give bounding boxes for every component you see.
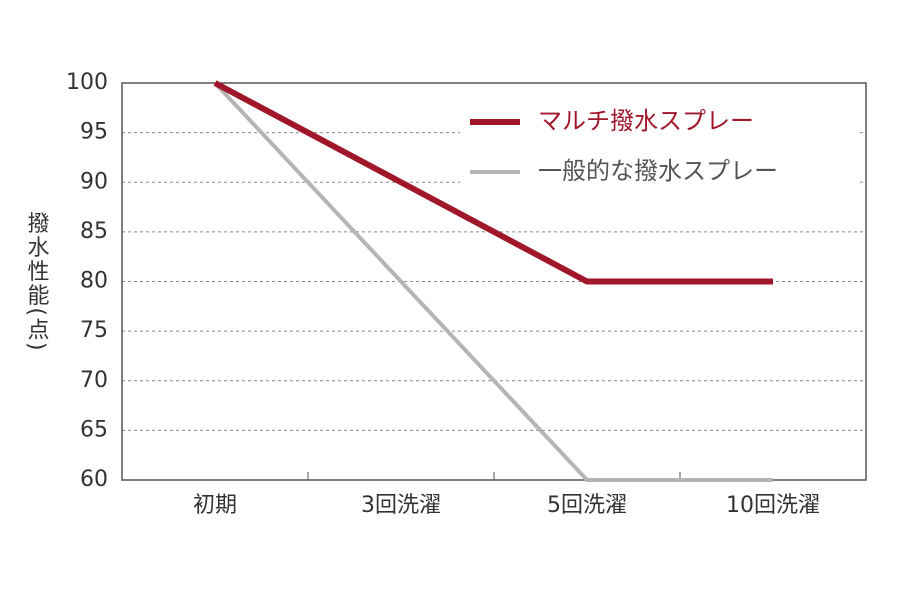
- x-tick-label: 3回洗濯: [361, 493, 441, 518]
- y-tick-label: 60: [80, 467, 108, 492]
- y-tick-label: 75: [80, 318, 108, 343]
- legend-label: 一般的な撥水スプレー: [538, 157, 778, 185]
- y-tick-label: 80: [80, 269, 108, 294]
- legend-bg: [460, 152, 860, 192]
- x-tick-label: 5回洗濯: [547, 493, 627, 518]
- y-tick-label: 100: [66, 70, 108, 95]
- y-tick-label: 70: [80, 368, 108, 393]
- y-tick-label: 85: [80, 219, 108, 244]
- y-axis-label: 撥水性能(点): [24, 211, 50, 352]
- x-tick-label: 10回洗濯: [726, 493, 820, 518]
- x-tick-label: 初期: [193, 493, 237, 518]
- y-tick-label: 65: [80, 417, 108, 442]
- legend-label: マルチ撥水スプレー: [538, 107, 754, 135]
- series-line: [213, 80, 773, 285]
- series-line: [213, 81, 773, 482]
- y-tick-label: 95: [80, 120, 108, 145]
- legend-bg: [460, 102, 860, 142]
- y-tick-label: 90: [80, 169, 108, 194]
